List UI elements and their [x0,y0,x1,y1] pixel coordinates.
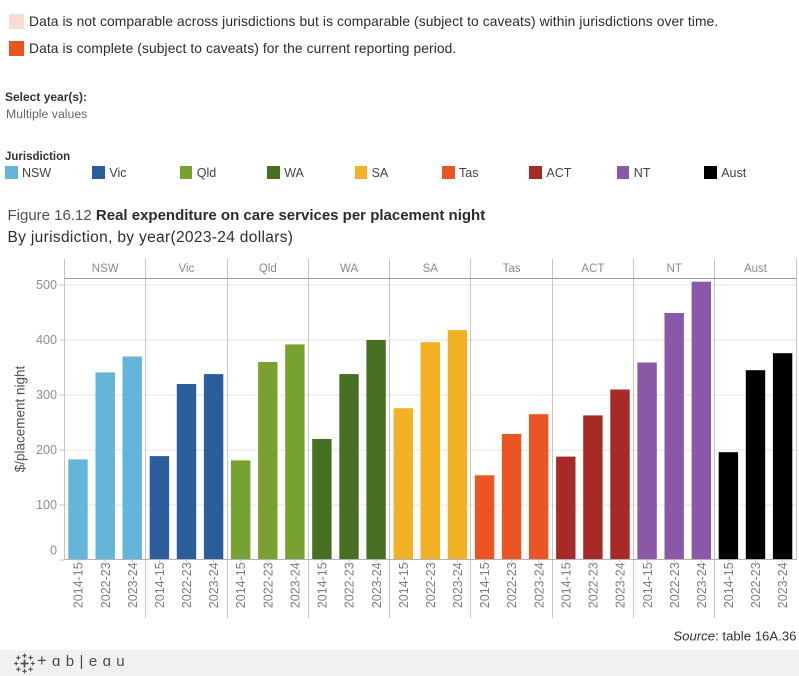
svg-text:2023-24: 2023-24 [289,562,303,608]
svg-text:2022-23: 2022-23 [424,562,438,608]
svg-text:2014-15: 2014-15 [316,562,330,608]
svg-text:2022-23: 2022-23 [180,562,194,608]
svg-text:2022-23: 2022-23 [261,562,275,608]
svg-text:NT: NT [667,263,682,275]
svg-text:NSW: NSW [92,263,119,275]
svg-text:SA: SA [423,263,439,275]
svg-text:ACT: ACT [581,263,604,275]
svg-text:2022-23: 2022-23 [749,562,763,608]
svg-text:300: 300 [36,388,57,402]
svg-text:2023-24: 2023-24 [532,562,546,608]
svg-text:2022-23: 2022-23 [99,562,113,608]
svg-text:Qld: Qld [259,263,277,275]
svg-text:Aust: Aust [744,263,768,275]
svg-text:2014-15: 2014-15 [72,562,86,608]
svg-text:2023-24: 2023-24 [370,562,384,608]
svg-text:2014-15: 2014-15 [722,562,736,608]
svg-text:$/placement night: $/placement night [13,365,28,472]
svg-text:WA: WA [340,263,358,275]
svg-text:2023-24: 2023-24 [451,562,465,608]
svg-text:2022-23: 2022-23 [668,562,682,608]
svg-text:2023-24: 2023-24 [776,562,790,608]
svg-text:2022-23: 2022-23 [505,562,519,608]
svg-text:2014-15: 2014-15 [559,562,573,608]
svg-text:2022-23: 2022-23 [343,562,357,608]
svg-text:0: 0 [50,544,57,558]
svg-text:2023-24: 2023-24 [126,562,140,608]
svg-text:500: 500 [36,278,57,292]
svg-text:2014-15: 2014-15 [234,562,248,608]
svg-text:2023-24: 2023-24 [695,562,709,608]
svg-text:2014-15: 2014-15 [478,562,492,608]
svg-text:Source: table 16A.36: Source: table 16A.36 [673,629,796,644]
svg-text:2014-15: 2014-15 [641,562,655,608]
svg-text:2022-23: 2022-23 [587,562,601,608]
svg-text:2023-24: 2023-24 [207,562,221,608]
svg-text:Tas: Tas [503,263,521,275]
svg-text:2014-15: 2014-15 [397,562,411,608]
svg-text:2014-15: 2014-15 [153,562,167,608]
svg-text:Vic: Vic [179,263,195,275]
svg-text:200: 200 [36,443,57,457]
svg-text:400: 400 [36,333,57,347]
svg-text:2023-24: 2023-24 [614,562,628,608]
svg-text:100: 100 [36,498,57,512]
